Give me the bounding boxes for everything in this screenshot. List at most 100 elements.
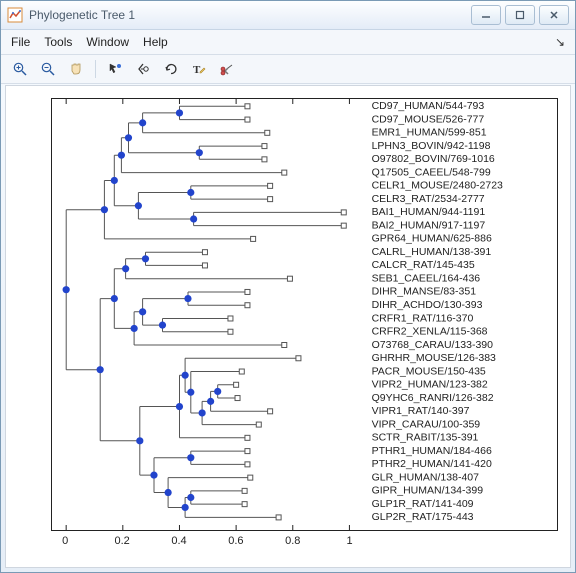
internal-node[interactable] [187,189,194,196]
leaf-label: CD97_HUMAN/544-793 [372,100,485,112]
internal-node[interactable] [214,388,221,395]
leaf-node[interactable] [262,144,267,149]
rename-tool-icon[interactable]: T [186,57,212,81]
leaf-label: CRFR1_RAT/116-370 [372,312,474,324]
leaf-node[interactable] [239,369,244,374]
leaf-node[interactable] [202,263,207,268]
phylo-tree[interactable]: CD97_HUMAN/544-793CD97_MOUSE/526-777EMR1… [52,99,557,530]
internal-node[interactable] [136,437,143,444]
zoom-in-icon[interactable] [7,57,33,81]
leaf-node[interactable] [245,303,250,308]
svg-text:T: T [193,64,201,76]
leaf-node[interactable] [341,210,346,215]
leaf-node[interactable] [245,449,250,454]
internal-node[interactable] [118,152,125,159]
leaf-node[interactable] [242,488,247,493]
leaf-node[interactable] [296,356,301,361]
inspect-tool-icon[interactable] [102,57,128,81]
x-tick-label: 0.6 [228,535,243,547]
leaf-node[interactable] [282,170,287,175]
internal-node[interactable] [199,409,206,416]
menu-window[interactable]: Window [86,35,129,49]
axes[interactable]: CD97_HUMAN/544-793CD97_MOUSE/526-777EMR1… [51,98,558,531]
rotate-tool-icon[interactable] [158,57,184,81]
leaf-node[interactable] [262,157,267,162]
internal-node[interactable] [196,149,203,156]
internal-node[interactable] [139,119,146,126]
collapse-tool-icon[interactable] [130,57,156,81]
plot-area: CD97_HUMAN/544-793CD97_MOUSE/526-777EMR1… [5,85,571,568]
internal-node[interactable] [111,177,118,184]
leaf-node[interactable] [248,475,253,480]
internal-node[interactable] [176,403,183,410]
menu-tools[interactable]: Tools [44,35,72,49]
leaf-node[interactable] [287,276,292,281]
prune-tool-icon[interactable] [214,57,240,81]
leaf-label: CELR3_RAT/2534-2777 [372,193,485,205]
leaf-node[interactable] [245,462,250,467]
leaf-label: VIPR1_RAT/140-397 [372,405,470,417]
internal-node[interactable] [142,255,149,262]
dock-toggle-icon[interactable]: ↘ [555,35,565,49]
leaf-label: GHRHR_MOUSE/126-383 [372,352,496,364]
internal-node[interactable] [150,472,157,479]
internal-node[interactable] [159,322,166,329]
leaf-node[interactable] [245,117,250,122]
leaf-label: GLP1R_RAT/141-409 [372,498,474,510]
leaf-node[interactable] [265,130,270,135]
leaf-node[interactable] [202,250,207,255]
internal-node[interactable] [139,308,146,315]
internal-node[interactable] [182,372,189,379]
leaf-node[interactable] [268,197,273,202]
leaf-node[interactable] [245,104,250,109]
leaf-node[interactable] [242,502,247,507]
leaf-node[interactable] [245,289,250,294]
menu-file[interactable]: File [11,35,30,49]
leaf-label: BAI2_HUMAN/917-1197 [372,219,486,231]
x-tick-labels: 00.20.40.60.81 [51,535,558,553]
leaf-node[interactable] [235,396,240,401]
internal-node[interactable] [187,454,194,461]
leaf-node[interactable] [251,236,256,241]
leaf-label: O97802_BOVIN/769-1016 [372,153,495,165]
internal-node[interactable] [187,494,194,501]
leaf-node[interactable] [268,183,273,188]
internal-node[interactable] [111,295,118,302]
internal-node[interactable] [101,206,108,213]
minimize-button[interactable] [471,5,501,25]
leaf-label: VIPR_CARAU/100-359 [372,418,481,430]
leaf-node[interactable] [268,409,273,414]
menu-help[interactable]: Help [143,35,168,49]
internal-node[interactable] [176,109,183,116]
x-tick-label: 0.8 [285,535,300,547]
leaf-label: PTHR1_HUMAN/184-466 [372,445,492,457]
leaf-node[interactable] [276,515,281,520]
toolbar-separator [95,60,96,78]
internal-node[interactable] [187,389,194,396]
close-button[interactable] [539,5,569,25]
internal-node[interactable] [182,504,189,511]
leaf-node[interactable] [245,435,250,440]
leaf-node[interactable] [256,422,261,427]
title-bar[interactable]: Phylogenetic Tree 1 [1,1,575,30]
internal-node[interactable] [97,366,104,373]
leaf-node[interactable] [228,316,233,321]
pan-icon[interactable] [63,57,89,81]
internal-node[interactable] [122,265,129,272]
internal-node[interactable] [190,215,197,222]
internal-node[interactable] [184,295,191,302]
maximize-button[interactable] [505,5,535,25]
internal-node[interactable] [131,325,138,332]
leaf-node[interactable] [234,382,239,387]
internal-node[interactable] [207,398,214,405]
internal-node[interactable] [135,202,142,209]
internal-node[interactable] [165,489,172,496]
leaf-label: EMR1_HUMAN/599-851 [372,127,487,139]
leaf-node[interactable] [341,223,346,228]
internal-node[interactable] [125,134,132,141]
leaf-node[interactable] [282,343,287,348]
leaf-node[interactable] [228,329,233,334]
x-tick-label: 0.2 [114,535,129,547]
zoom-out-icon[interactable] [35,57,61,81]
internal-node[interactable] [63,286,70,293]
